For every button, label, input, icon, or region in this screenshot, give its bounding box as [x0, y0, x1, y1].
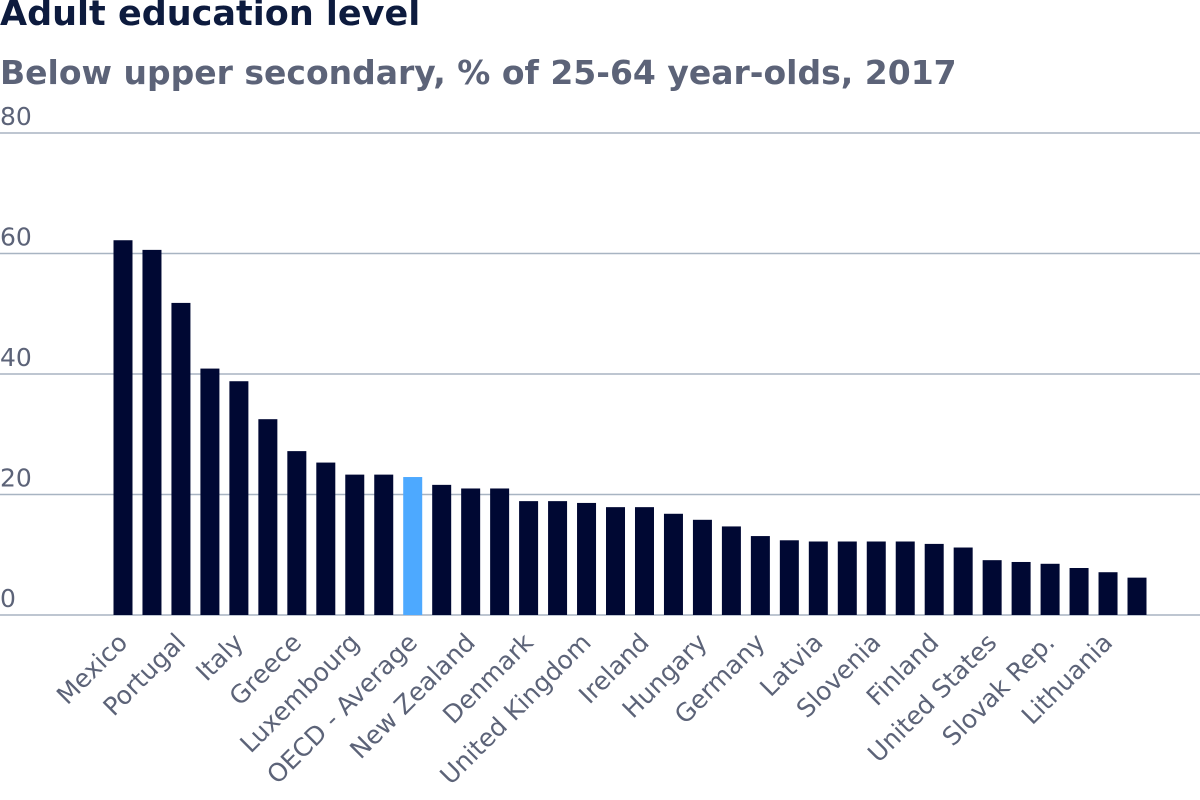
bar — [229, 381, 249, 615]
bar — [403, 477, 423, 615]
bar — [1040, 563, 1060, 615]
y-tick-label: 0 — [0, 584, 16, 613]
y-tick-label: 60 — [0, 223, 32, 252]
bar — [924, 543, 944, 615]
bar — [345, 474, 365, 615]
bar — [548, 501, 568, 615]
bars — [113, 240, 1147, 616]
y-tick-label: 80 — [0, 102, 32, 131]
bar — [113, 240, 133, 616]
y-tick-label: 20 — [0, 464, 32, 493]
bar — [432, 484, 452, 615]
bar — [461, 488, 481, 615]
bar — [287, 451, 307, 615]
bar — [721, 526, 741, 615]
y-tick-label: 40 — [0, 343, 32, 372]
bar — [519, 501, 539, 615]
bar — [1127, 577, 1147, 615]
bar — [258, 419, 278, 615]
bar — [953, 547, 973, 615]
bar — [837, 541, 857, 615]
bar — [1069, 568, 1089, 615]
bar — [808, 541, 828, 615]
bar — [374, 474, 394, 615]
bar — [1098, 572, 1118, 615]
bar — [316, 462, 336, 615]
bar — [982, 560, 1002, 615]
bar — [750, 536, 770, 615]
bar — [663, 513, 683, 615]
bar — [490, 488, 510, 615]
bar — [200, 368, 220, 615]
bar — [577, 502, 597, 615]
chart-subtitle: Below upper secondary, % of 25-64 year-o… — [0, 53, 957, 92]
chart-title: Adult education level — [0, 0, 421, 34]
bar — [606, 507, 626, 615]
gridlines: 0 20 40 60 80 — [0, 102, 1200, 616]
bar — [779, 540, 799, 615]
bar — [895, 541, 915, 615]
bar — [634, 507, 654, 615]
bar — [171, 302, 191, 615]
bar — [142, 249, 162, 615]
bar — [1011, 561, 1031, 615]
bar — [692, 519, 712, 615]
bar — [866, 541, 886, 615]
